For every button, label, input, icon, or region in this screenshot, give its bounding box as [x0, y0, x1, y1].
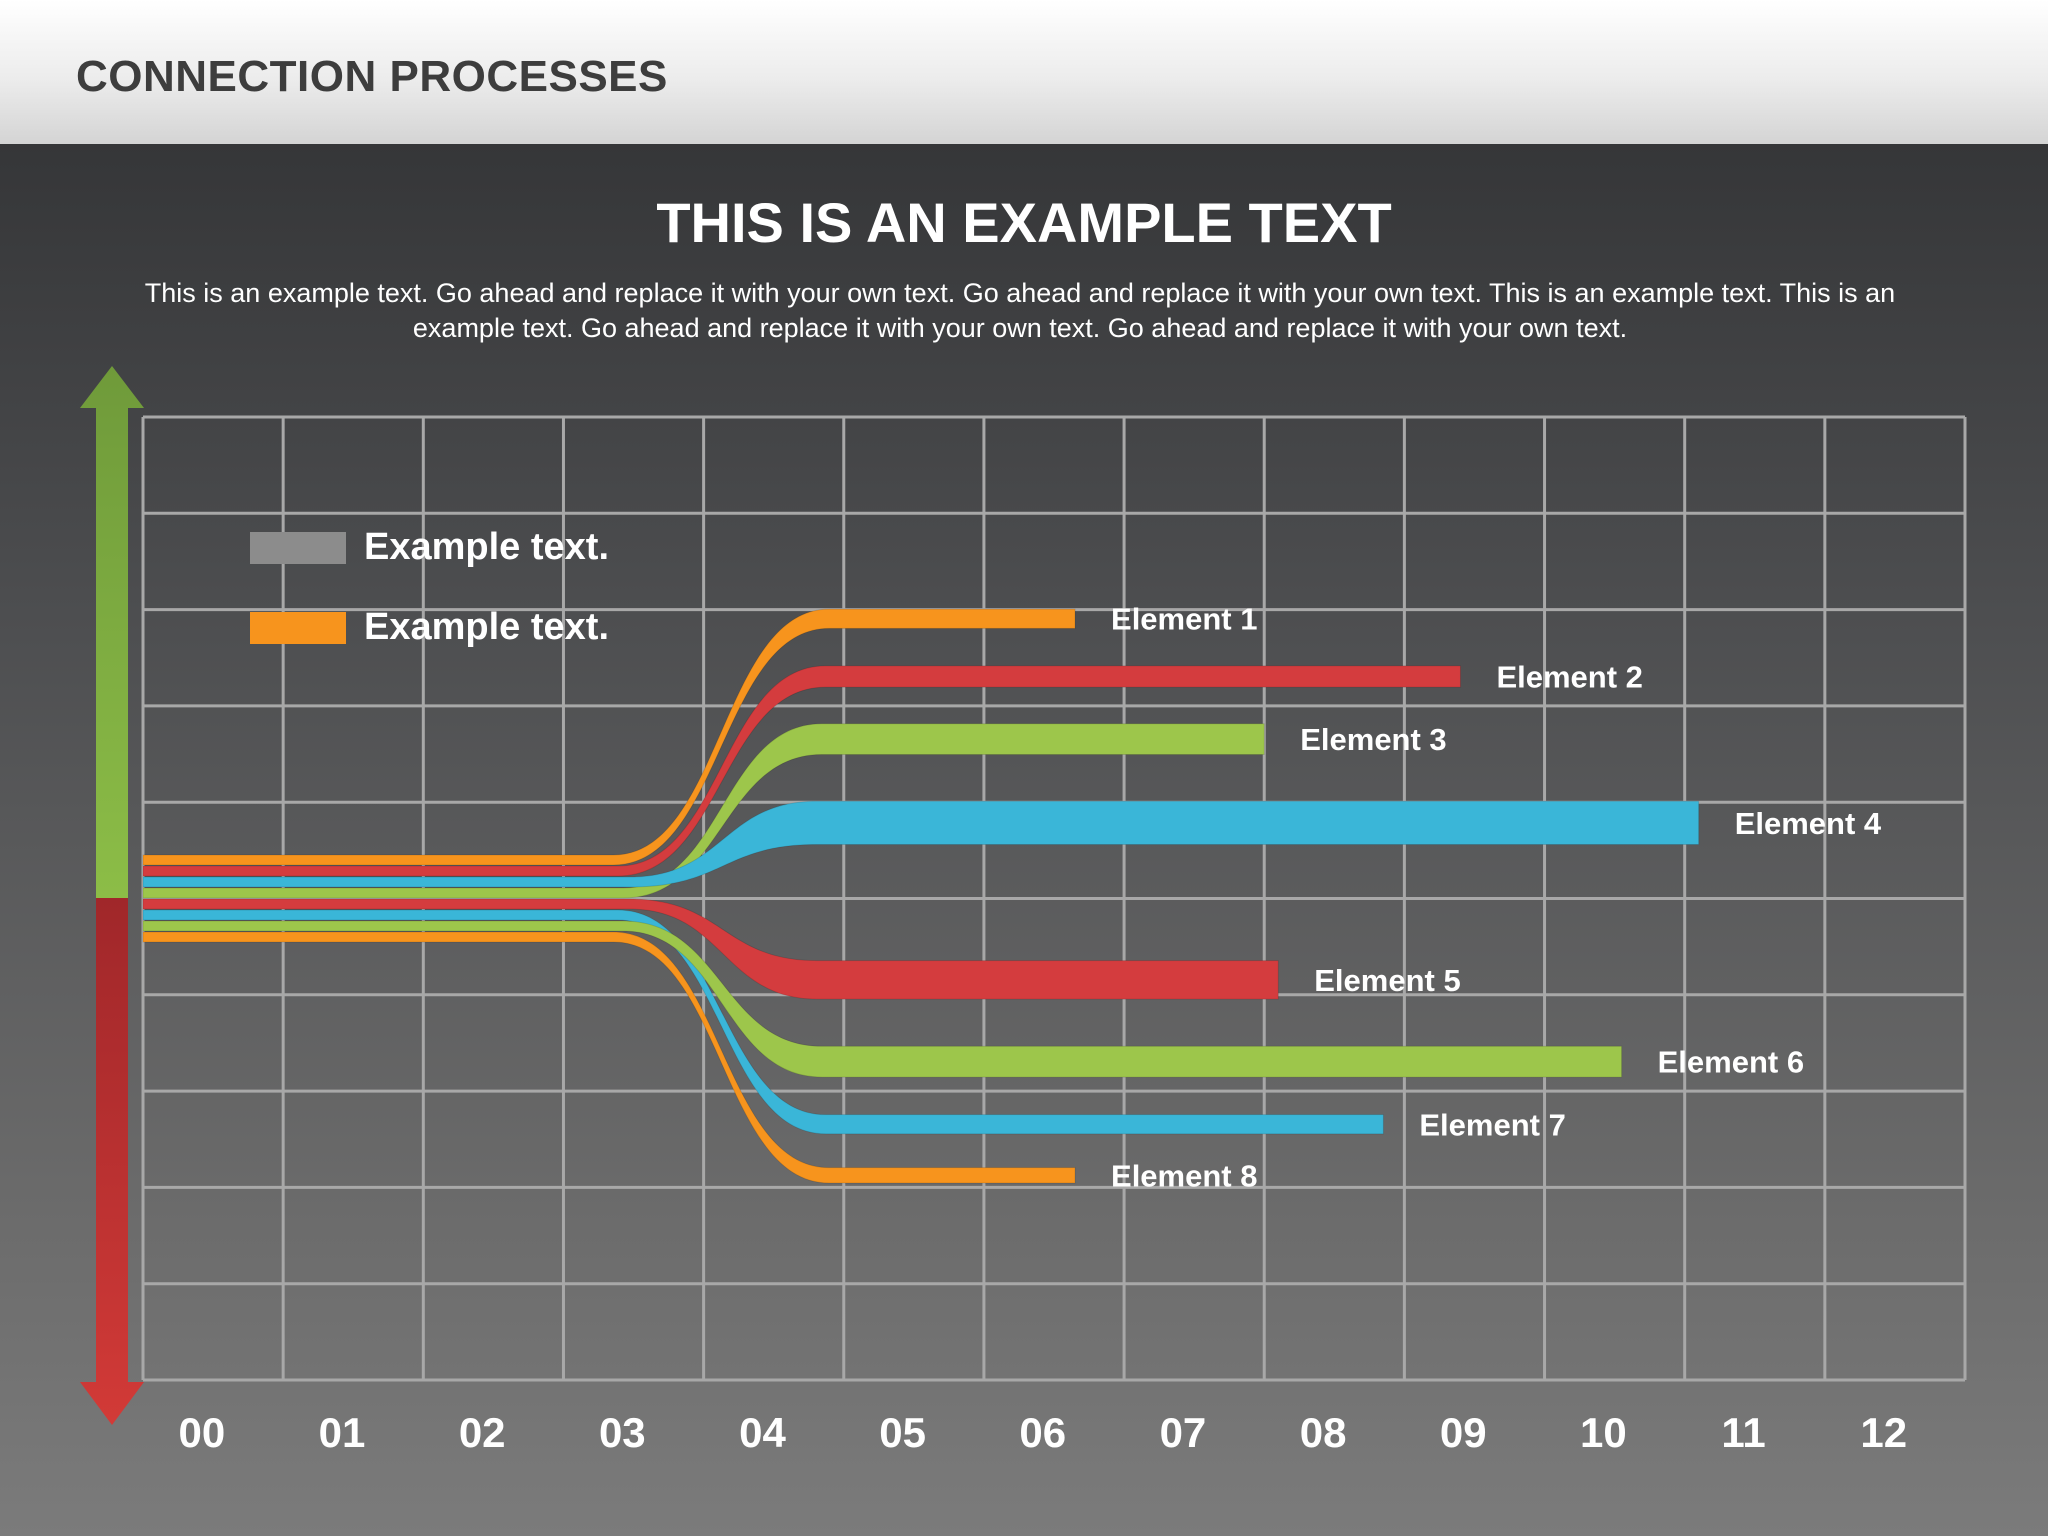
x-tick-label: 00	[179, 1409, 226, 1456]
ribbon-group	[142, 608, 1700, 1184]
chart-legend: Example text. Example text.	[250, 526, 609, 648]
x-tick-labels: 00 01 02 03 04 05 06 07 08 09 10 11 12	[179, 1409, 1908, 1456]
x-tick-label: 05	[879, 1409, 926, 1456]
chart-grid	[141, 415, 1967, 1382]
subtitle-text: This is an example text. Go ahead and re…	[144, 278, 1896, 343]
ribbon-element-5	[142, 898, 1279, 1000]
legend-swatch	[250, 532, 346, 564]
ribbon-element-8	[142, 931, 1076, 1184]
x-tick-label: 07	[1160, 1409, 1207, 1456]
ribbon-element-6	[142, 920, 1623, 1078]
legend-label: Example text.	[364, 526, 609, 568]
ribbon-label: Element 3	[1300, 722, 1446, 757]
axis-arrow-down	[80, 898, 144, 1425]
ribbon-label: Element 7	[1419, 1107, 1565, 1142]
x-tick-label: 02	[459, 1409, 506, 1456]
legend-swatch	[250, 612, 346, 644]
ribbon-element-7	[142, 909, 1384, 1135]
ribbon-labels: Element 1 Element 8 Element 2 Element 7 Elem…	[1111, 602, 1882, 1194]
ribbon-label: Element 1	[1111, 602, 1257, 637]
x-tick-label: 01	[319, 1409, 366, 1456]
ribbon-label: Element 2	[1496, 660, 1642, 695]
x-tick-label: 09	[1440, 1409, 1487, 1456]
ribbon-label: Element 8	[1111, 1158, 1257, 1193]
axis-arrow-up	[80, 366, 144, 898]
legend-label: Example text.	[364, 606, 609, 648]
x-tick-label: 04	[739, 1409, 786, 1456]
ribbon-element-4	[142, 800, 1700, 888]
ribbon-label: Element 6	[1658, 1045, 1804, 1080]
main-title: THIS IS AN EXAMPLE TEXT	[656, 191, 1392, 254]
header-title: CONNECTION PROCESSES	[76, 52, 668, 101]
x-tick-label: 06	[1019, 1409, 1066, 1456]
ribbon-element-1	[142, 608, 1076, 866]
x-tick-label: 10	[1580, 1409, 1627, 1456]
ribbon-label: Element 4	[1735, 806, 1882, 841]
x-tick-label: 11	[1721, 1409, 1765, 1456]
x-tick-label: 08	[1300, 1409, 1347, 1456]
x-tick-label: 03	[599, 1409, 646, 1456]
header-bar: CONNECTION PROCESSES	[0, 0, 2048, 144]
ribbon-element-2	[142, 665, 1461, 877]
x-tick-label: 12	[1860, 1409, 1907, 1456]
ribbon-label: Element 5	[1314, 963, 1460, 998]
